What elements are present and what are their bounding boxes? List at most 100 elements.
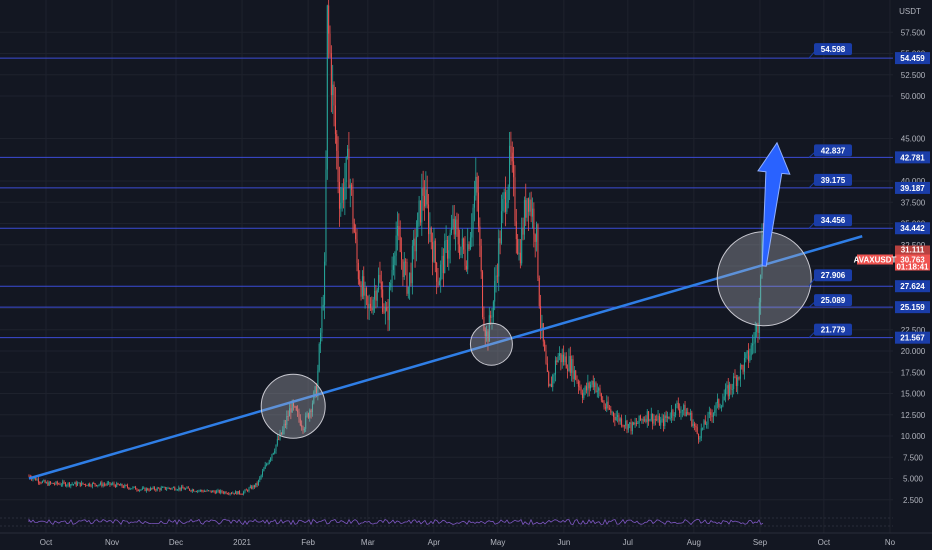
candle-body [509,145,511,187]
candle-body [401,251,403,260]
candle-body [39,482,41,484]
candle-body [758,302,760,333]
candle-body [642,419,644,421]
candle-body [696,427,698,434]
candle-body [394,255,396,266]
candle-body [698,433,700,440]
candle-body [280,432,282,435]
candle-body [405,261,407,263]
candle-body [121,484,123,487]
level-price-tag [895,280,930,293]
candle-body [576,379,578,382]
candle-body [330,53,332,96]
candle-body [125,484,127,486]
price-axis[interactable]: 2.500 5.000 7.500 10.000 12.500 15.000 17.500 2… [854,0,930,505]
candle-body [226,493,228,495]
candle-body [695,425,697,428]
candle-body [549,384,551,387]
candle-body [662,418,664,427]
candle-body [664,415,666,427]
candle-body [302,426,304,431]
candle-body [386,307,388,311]
candle-body [316,386,318,397]
level-callouts: 54.598 42.837 39.175 34.456 27.906 25.089 21.7… [808,43,852,339]
candle-body [212,490,214,493]
time-axis[interactable]: Oct Nov Dec 2021 Feb Mar Apr May Jun Jul Aug Sep Oct… [0,532,932,547]
candle-body [619,418,621,422]
candle-body [355,232,357,240]
candle-body [60,484,62,486]
candle-body [507,186,509,203]
callout-label: 39.175 [821,176,846,185]
candle-body [36,479,38,481]
candle-body [78,482,80,484]
candle-body [95,484,97,487]
candle-body [270,458,272,461]
candle-body [414,238,416,252]
candle-body [338,182,340,209]
candle-body [476,176,478,193]
candle-body [714,410,716,413]
candle-body [479,226,481,246]
candle-body [653,418,655,424]
callout-box [814,43,852,56]
candle-body [66,485,68,486]
candle-body [505,192,507,212]
level-price-tag [895,52,930,65]
candle-body [637,423,639,424]
candle-body [402,259,404,278]
candle-body [287,415,289,417]
time-tick-label: No [885,538,896,547]
trendline-group[interactable] [28,231,863,480]
candle-body [67,482,69,486]
candle-body [672,410,674,416]
candle-body [122,486,124,488]
candle-body [71,484,73,485]
candle-body [278,438,280,440]
candle-body [754,331,756,343]
candle-body [595,382,597,392]
candle-body [614,416,616,421]
callout-box [814,144,852,157]
candle-body [351,184,353,190]
candle-body [224,491,226,494]
candle-body [198,490,200,492]
candle-body [513,161,515,178]
candle-body [646,411,648,422]
candle-body [128,487,130,489]
candle-body [307,413,309,418]
price-tick-label: 7.500 [903,453,924,462]
horizontal-levels[interactable] [0,57,893,339]
candle-body [527,198,529,212]
candle-body [586,386,588,391]
candle-body [631,422,633,432]
candle-body [91,483,93,487]
candle-body [502,198,504,212]
candle-body [486,331,488,337]
candle-body [379,274,381,283]
time-tick-label: Jun [557,538,570,547]
arrow-group[interactable] [757,141,791,267]
candle-body [626,420,628,430]
candle-body [418,200,420,213]
candle-body [602,400,604,402]
candle-body [430,227,432,243]
candle-body [455,219,457,235]
candle-body [46,482,48,484]
candle-body [181,486,183,490]
candle-body [62,481,64,485]
candle-body [449,233,451,251]
candle-body [668,416,670,419]
candle-body [656,419,658,421]
candle-body [707,413,709,425]
candle-body [456,219,458,228]
candle-body [638,415,640,424]
candle-body [251,486,253,489]
candle-body [252,485,254,489]
candle-body [340,202,342,209]
candle-body [149,488,151,491]
candle-body [581,393,583,399]
candle-body [694,423,696,426]
candle-body [648,411,650,422]
